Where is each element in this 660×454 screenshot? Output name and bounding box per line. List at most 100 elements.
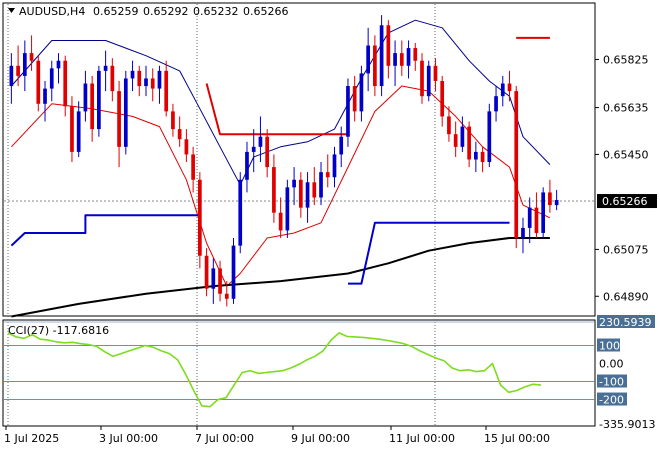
candle-body <box>76 111 81 152</box>
candle-body <box>352 86 357 112</box>
red-level-line <box>205 83 348 136</box>
candle-body <box>137 70 142 87</box>
cci-tick-label: 100 <box>599 340 620 353</box>
candle-body <box>406 48 411 66</box>
price-tick-label: 0.65450 <box>603 148 649 161</box>
candle-body <box>379 25 384 87</box>
candle-body <box>90 83 94 130</box>
cci-label: CCI(27) -117.6816 <box>8 324 109 337</box>
candle-body <box>332 154 337 178</box>
candle-body <box>487 111 492 163</box>
candle-body <box>399 53 404 66</box>
candle-body <box>339 136 344 155</box>
candle-body <box>298 179 303 208</box>
candle-body <box>157 70 162 89</box>
candle-body <box>36 60 41 104</box>
cci-tick-label: 230.5939 <box>599 316 652 329</box>
candlesticks <box>9 15 559 307</box>
cci-line <box>7 332 542 408</box>
current-price-marker <box>597 194 657 209</box>
candle-body <box>548 192 552 206</box>
current-price-label: 0.65266 <box>602 195 648 208</box>
candle-body <box>97 70 101 130</box>
candle-body <box>171 111 175 130</box>
cci-tick-badge <box>597 315 655 328</box>
time-tick-label: 3 Jul 00:00 <box>99 432 158 445</box>
price-tick-label: 0.65075 <box>603 243 649 256</box>
candle-body <box>453 134 458 147</box>
lower-band-line <box>11 85 551 287</box>
time-tick-label: 1 Jul 2025 <box>4 432 59 445</box>
candle-body <box>56 60 61 69</box>
candle-body <box>258 136 263 147</box>
candle-body <box>191 154 195 180</box>
candle-body <box>426 65 431 97</box>
candle-body <box>386 25 391 66</box>
chart-header: AUDUSD,H4 0.65259 0.65292 0.65232 0.6526… <box>8 5 289 18</box>
candle-body <box>22 53 27 76</box>
candle-body <box>346 86 350 137</box>
candle-body <box>29 53 34 61</box>
sma-line <box>11 237 550 318</box>
open-value: 0.65259 <box>93 5 139 18</box>
candle-body <box>238 179 243 246</box>
candle-body <box>541 192 546 233</box>
candle-body <box>164 70 169 112</box>
candle-body <box>245 151 249 180</box>
close-value: 0.65266 <box>243 5 289 18</box>
candle-body <box>211 268 216 289</box>
time-axis: 1 Jul 2025 3 Jul 00:00 7 Jul 00:00 9 Jul 00… <box>4 426 550 445</box>
candle-body <box>433 65 438 81</box>
candle-body <box>319 172 323 198</box>
candle-body <box>144 78 148 87</box>
candle-body <box>292 179 296 188</box>
indicator-lines <box>10 19 551 318</box>
candle-body <box>494 96 498 112</box>
candle-body <box>440 80 445 117</box>
candle-body <box>447 116 451 135</box>
candle-body <box>534 207 539 233</box>
upper-band-line <box>11 19 551 186</box>
candle-body <box>198 179 202 256</box>
candle-body <box>554 200 559 206</box>
price-axis: 0.65825 0.65635 0.65450 0.65075 0.64890 0.652… <box>595 53 657 303</box>
candle-body <box>231 245 236 299</box>
candle-body <box>373 45 377 87</box>
candle-body <box>177 129 182 140</box>
collapse-arrow-icon[interactable] <box>8 8 15 13</box>
candle-body <box>507 83 512 92</box>
time-tick-label: 11 Jul 00:00 <box>389 432 455 445</box>
time-tick-label: 9 Jul 00:00 <box>291 432 350 445</box>
candle-body <box>43 88 47 104</box>
candle-body <box>527 207 532 228</box>
symbol-label: AUDUSD,H4 <box>19 5 85 18</box>
candle-body <box>49 68 54 89</box>
cci-tick-label: -200 <box>599 394 624 407</box>
candle-body <box>130 70 135 79</box>
candle-body <box>305 182 310 208</box>
candle-body <box>117 91 121 147</box>
candle-body <box>204 255 209 289</box>
candle-body <box>480 151 485 163</box>
candle-body <box>272 167 276 213</box>
candle-body <box>393 53 397 66</box>
cci-tick-badge <box>597 392 627 406</box>
price-tick-label: 0.65825 <box>603 53 649 66</box>
blue-level-line <box>10 214 200 247</box>
candle-body <box>312 182 317 198</box>
cci-tick-badge <box>597 338 620 352</box>
candle-body <box>103 65 108 71</box>
cci-tick-label: -100 <box>599 376 624 389</box>
candle-body <box>251 146 256 152</box>
low-value: 0.65232 <box>193 5 239 18</box>
candle-body <box>521 227 525 239</box>
candle-body <box>83 83 88 112</box>
candle-body <box>474 151 478 160</box>
cci-indicator <box>4 321 594 408</box>
candle-body <box>285 187 290 231</box>
candle-body <box>224 293 229 299</box>
cci-panel-frame <box>2 319 596 427</box>
candle-body <box>413 48 418 61</box>
